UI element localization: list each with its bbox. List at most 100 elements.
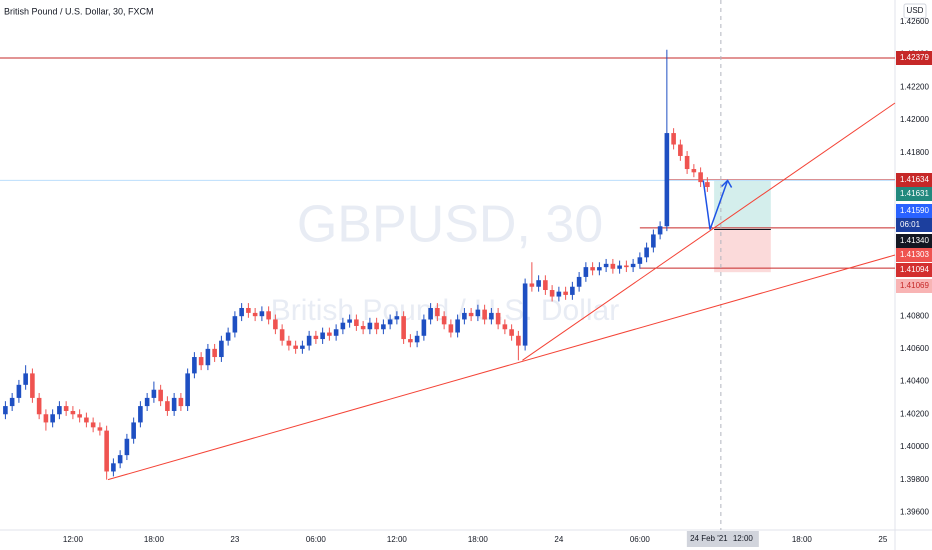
candle-body bbox=[678, 144, 683, 156]
candle-body bbox=[171, 397, 177, 411]
candle-body bbox=[333, 329, 339, 336]
candle-body bbox=[178, 397, 184, 407]
candle-body bbox=[212, 348, 217, 358]
x-tick-label: 18:00 bbox=[468, 535, 489, 544]
candle-body bbox=[165, 401, 170, 411]
currency[interactable]: USD bbox=[907, 6, 924, 15]
candle-body bbox=[475, 309, 481, 317]
trendline bbox=[107, 254, 896, 481]
y-tick-label: 1.40000 bbox=[900, 442, 929, 451]
arrow-head bbox=[721, 179, 733, 188]
candle-body bbox=[651, 234, 656, 248]
chart-title: British Pound / U.S. Dollar, 30, FXCM bbox=[4, 6, 154, 16]
candle-body bbox=[408, 339, 413, 343]
watermark: GBPUSD, 30 bbox=[297, 196, 603, 254]
x-tick-label: 18:00 bbox=[144, 535, 165, 544]
candle-body bbox=[617, 265, 622, 269]
candle-body bbox=[448, 324, 454, 333]
candle-body bbox=[435, 307, 440, 317]
axis-tag-label: 1.42379 bbox=[900, 53, 929, 62]
axis-tag bbox=[896, 279, 932, 293]
axis-tag-label: 1.41631 bbox=[900, 189, 929, 198]
candle-body bbox=[97, 427, 103, 431]
candle-body bbox=[576, 276, 582, 287]
candle-body bbox=[192, 357, 197, 374]
y-tick-label: 1.42000 bbox=[900, 115, 929, 124]
y-tick-label: 1.40200 bbox=[900, 409, 929, 418]
axis-tag-label: 1.41094 bbox=[900, 265, 929, 274]
candle-body bbox=[77, 414, 82, 418]
candle-body bbox=[509, 329, 514, 336]
candle-body bbox=[630, 263, 636, 268]
x-tick-label: 23 bbox=[230, 535, 239, 544]
candle-body bbox=[563, 291, 568, 295]
y-tick-label: 1.42600 bbox=[900, 17, 929, 26]
y-tick-label: 1.41800 bbox=[900, 148, 929, 157]
candle-body bbox=[603, 263, 609, 268]
candle-body bbox=[16, 384, 22, 398]
candle-body bbox=[104, 430, 109, 472]
candle-body bbox=[549, 290, 555, 297]
candle-body bbox=[367, 322, 373, 330]
candle-body bbox=[583, 267, 589, 277]
candle-body bbox=[151, 389, 157, 398]
candle-body bbox=[536, 280, 541, 287]
candle-body bbox=[70, 410, 76, 415]
candle-body bbox=[232, 316, 238, 333]
candle-body bbox=[455, 319, 460, 333]
x-tick-label: 24 bbox=[554, 535, 563, 544]
y-tick-label: 1.42200 bbox=[900, 82, 929, 91]
candle-body bbox=[543, 280, 548, 291]
candle-body bbox=[354, 319, 359, 326]
x-tick-label: 06:00 bbox=[630, 535, 651, 544]
candle-body bbox=[374, 322, 379, 330]
candle-body bbox=[462, 312, 467, 320]
candle-body bbox=[691, 169, 697, 173]
x-tick-label: 06:00 bbox=[306, 535, 327, 544]
currency-box[interactable] bbox=[903, 3, 927, 19]
axis-tag-label: 06:01 bbox=[900, 220, 921, 229]
candle-body bbox=[279, 329, 285, 341]
candle-body bbox=[327, 332, 332, 336]
candle-body bbox=[293, 345, 298, 349]
axis-tag-label: 1.41069 bbox=[900, 281, 929, 290]
candle-body bbox=[306, 335, 312, 346]
candle-body bbox=[36, 397, 42, 415]
candle-body bbox=[138, 406, 143, 423]
candle-body bbox=[205, 348, 211, 366]
loss-zone bbox=[714, 229, 771, 273]
candle-body bbox=[9, 397, 15, 407]
candle-body bbox=[185, 373, 190, 407]
crosshair-time: 12:00 bbox=[733, 534, 754, 543]
candle-body bbox=[414, 335, 420, 343]
axis-tag bbox=[896, 51, 932, 65]
candle-body bbox=[266, 311, 271, 320]
axis-tag-label: 1.41340 bbox=[900, 236, 929, 245]
candle-body bbox=[63, 406, 69, 411]
candle-body bbox=[421, 319, 427, 336]
arrow bbox=[702, 180, 729, 230]
candle-body bbox=[43, 414, 49, 423]
y-tick-label: 1.40800 bbox=[900, 311, 929, 320]
candle-body bbox=[57, 406, 62, 415]
candle-body bbox=[570, 286, 575, 295]
axis-tag bbox=[896, 187, 932, 201]
axis-tag-label: 1.41634 bbox=[900, 175, 929, 184]
candle-body bbox=[489, 312, 494, 320]
candle-body bbox=[347, 319, 352, 323]
candle-body bbox=[273, 319, 278, 330]
candle-body bbox=[219, 340, 224, 358]
candle-body bbox=[468, 312, 474, 317]
y-tick-label: 1.39600 bbox=[900, 507, 929, 516]
candle-body bbox=[522, 283, 528, 346]
candle-body bbox=[495, 312, 501, 325]
candle-body bbox=[556, 291, 562, 297]
candle-body bbox=[84, 417, 89, 423]
candle-body bbox=[637, 257, 643, 264]
x-tick-label: 12:00 bbox=[63, 535, 84, 544]
candle-body bbox=[259, 311, 265, 317]
candle-body bbox=[246, 307, 251, 313]
axis-tag bbox=[896, 248, 932, 262]
candle-body bbox=[705, 182, 710, 188]
